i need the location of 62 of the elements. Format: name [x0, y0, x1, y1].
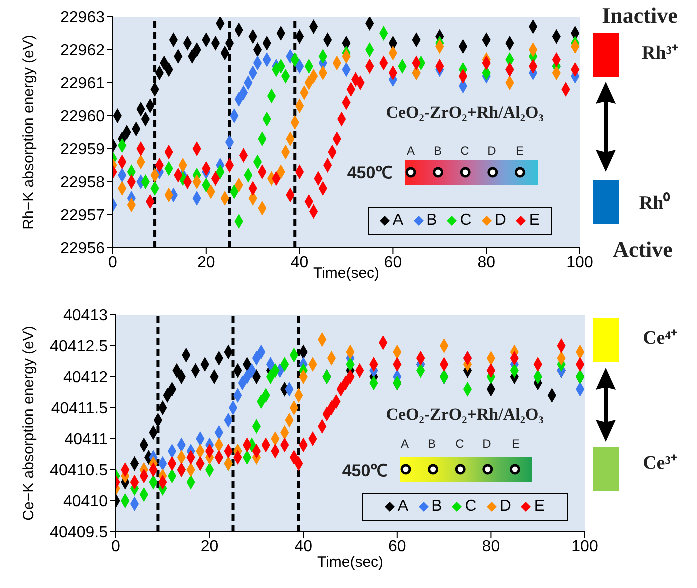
y-tick-label: 22961	[60, 76, 106, 93]
x-axis-title: Time(sec)	[317, 554, 384, 571]
text: Rh⁰	[639, 192, 671, 215]
annotation: A	[406, 144, 416, 158]
y-tick-label: 22957	[60, 208, 106, 225]
x-tick-label: 80	[482, 538, 500, 556]
y-tick-label: 22959	[60, 142, 106, 159]
legend-label: A	[398, 498, 409, 516]
annotation: D	[488, 144, 496, 158]
y-tick-label: 40410	[64, 494, 108, 511]
y-tick-label: 40411.5	[51, 400, 108, 418]
text: Active	[613, 237, 673, 263]
legend-label: B	[432, 498, 442, 516]
legend-label: A	[392, 212, 404, 230]
y-tick-label: 22963	[60, 10, 106, 27]
legend-label: E	[534, 498, 546, 516]
y-tick-label: 22956	[60, 240, 106, 258]
annotation: E	[516, 144, 524, 158]
y-tick-label: 40409.5	[50, 524, 108, 542]
x-tick-label: 0	[112, 538, 121, 556]
x-tick-label: 40	[294, 538, 313, 556]
y-axis-title: Rh−K absorption energy (eV)	[20, 35, 38, 230]
annotation: CeO₂-ZrO₂+Rh/Al₂O₃	[386, 405, 544, 425]
legend-label: E	[529, 212, 540, 230]
annotation: 450℃	[347, 162, 393, 184]
y-tick-label: 22958	[60, 174, 106, 192]
y-axis-title: Ce−K absorption energy (eV)	[20, 326, 38, 521]
x-tick-label: 100	[572, 538, 598, 556]
x-axis-title: Time(sec)	[313, 265, 380, 282]
annotation: E	[512, 437, 520, 451]
y-tick-label: 40411	[64, 432, 108, 449]
annotation: C	[460, 144, 470, 158]
legend-label: C	[465, 498, 477, 516]
legend-label: D	[494, 212, 506, 230]
annotation: B	[428, 437, 436, 451]
annotation: C	[456, 437, 464, 451]
x-tick-label: 100	[566, 254, 594, 272]
legend-label: B	[426, 212, 438, 230]
y-tick-label: 22962	[60, 42, 106, 60]
legend-label: D	[500, 498, 512, 516]
annotation: 450℃	[342, 460, 388, 482]
x-tick-label: 0	[108, 254, 118, 272]
x-tick-label: 20	[198, 254, 216, 272]
annotation: B	[434, 144, 442, 158]
y-tick-label: 40413	[64, 308, 108, 325]
annotation: D	[482, 437, 492, 451]
x-tick-label: 60	[384, 254, 402, 272]
annotation: CeO₂-ZrO₂+Rh/Al₂O₃	[386, 103, 544, 123]
y-tick-label: 40412	[64, 370, 108, 387]
text: Inactive	[602, 3, 678, 29]
x-tick-label: 80	[478, 254, 496, 272]
y-tick-label: 40410.5	[50, 462, 108, 480]
text: Ce³⁺	[643, 452, 677, 475]
y-tick-label: 22960	[60, 108, 106, 126]
x-tick-label: 20	[200, 538, 219, 556]
text: Ce⁴⁺	[643, 327, 677, 350]
x-tick-label: 40	[290, 254, 309, 272]
legend-label: C	[460, 212, 472, 230]
y-tick-label: 40412.5	[50, 338, 108, 356]
annotation: A	[400, 437, 410, 451]
text: Rh³⁺	[642, 42, 678, 65]
x-tick-label: 60	[388, 538, 406, 556]
